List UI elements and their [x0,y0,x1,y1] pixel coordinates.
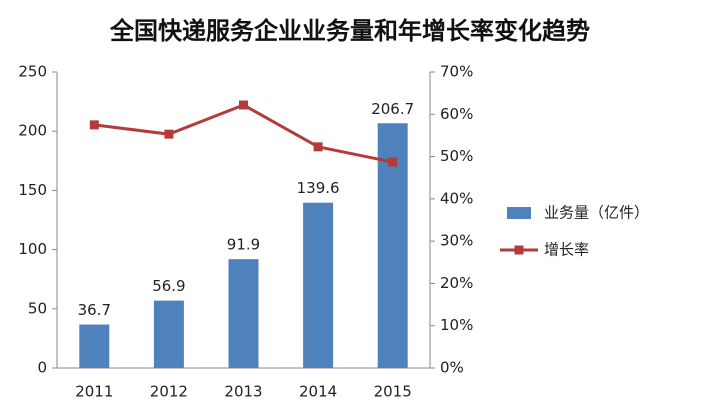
line-marker [388,157,398,167]
data-label: 139.6 [297,179,340,197]
y2-tick-label: 10% [440,316,473,334]
line [94,103,393,164]
y-tick-label: 150 [18,181,47,199]
bar [79,324,110,368]
bar [303,202,334,368]
bar [153,300,184,368]
x-tick-label: 2012 [150,383,188,401]
x-tick-label: 2013 [224,383,262,401]
line-marker [89,120,99,130]
chart-title: 全国快递服务企业业务量和年增长率变化趋势 [109,17,590,45]
line-marker [239,100,248,110]
legend-label: 业务量（亿件） [544,204,649,222]
data-label: 206.7 [371,100,414,118]
y2-tick-label: 40% [440,189,473,207]
bar [228,259,259,368]
y-tick-label: 200 [18,122,47,140]
y-tick-label: 100 [18,240,47,258]
y2-tick-label: 0% [440,359,464,377]
y-tick-label: 250 [18,63,47,81]
data-label: 91.9 [227,236,260,254]
data-label: 36.7 [78,301,111,319]
x-tick-label: 2015 [374,383,412,401]
x-tick-label: 2014 [299,383,337,401]
line-marker [164,129,174,139]
legend-swatch [514,245,524,255]
y-tick-label: 0 [37,359,47,377]
line-marker [313,142,323,152]
y2-tick-label: 20% [440,274,473,292]
y2-tick-label: 60% [440,105,473,123]
y2-tick-label: 50% [440,147,473,165]
legend-label: 增长率 [544,241,589,259]
y2-tick-label: 30% [440,232,473,250]
x-tick-label: 2011 [75,383,113,401]
y-tick-label: 50 [28,299,47,317]
legend-swatch [507,207,531,219]
data-label: 56.9 [152,277,185,295]
y2-tick-label: 70% [440,63,473,81]
